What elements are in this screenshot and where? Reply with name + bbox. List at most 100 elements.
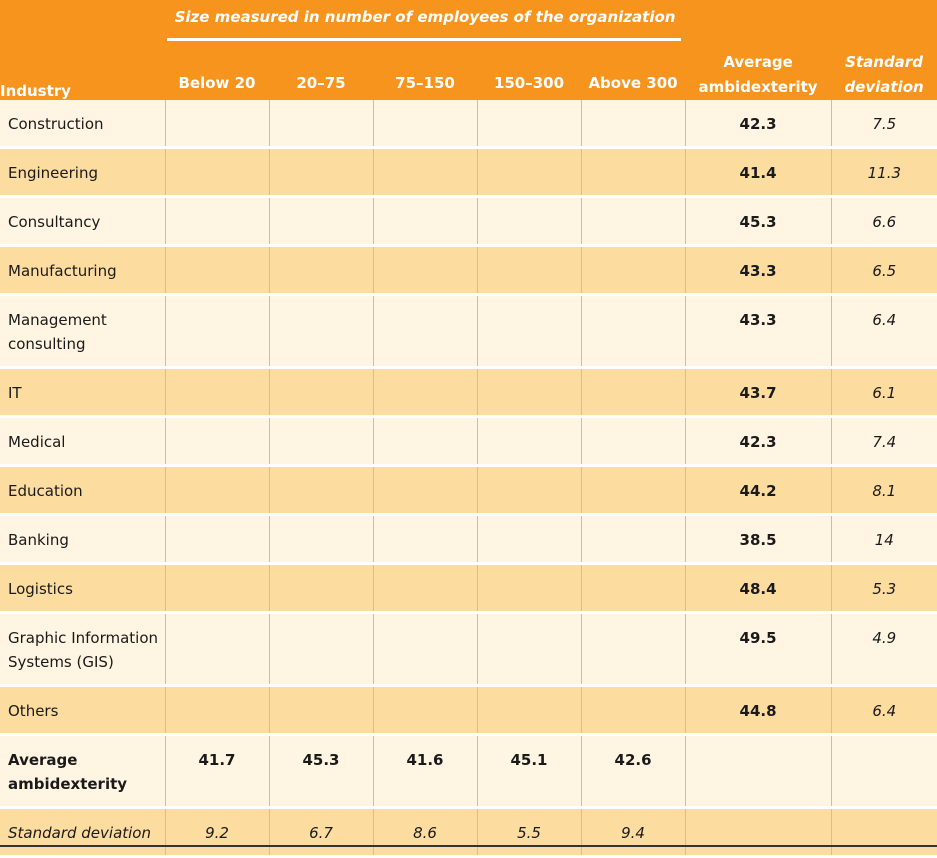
avg-cell: 49.5: [684, 612, 832, 686]
avg-cell: 42.3: [684, 100, 832, 148]
industry-header: Industry: [0, 0, 165, 100]
table-row: Consultancy 45.3 6.6: [0, 196, 937, 246]
avg-cell: 44.8: [684, 685, 832, 735]
empty-cell: [164, 612, 269, 686]
empty-cell: [268, 100, 373, 148]
empty-cell: [830, 807, 937, 857]
industry-cell: Construction: [0, 100, 165, 148]
table-row: Graphic Information Systems (GIS) 49.5 4…: [0, 612, 937, 686]
avg-cell: 44.2: [684, 465, 832, 515]
empty-cell: [476, 245, 581, 295]
industry-cell: IT: [0, 367, 165, 417]
sd-cell: 4.9: [830, 612, 937, 686]
empty-cell: [580, 514, 686, 564]
avg-header: Average ambidexterity: [685, 0, 832, 100]
empty-cell: [372, 685, 477, 735]
size-header-above-300: Above 300: [581, 42, 686, 100]
empty-cell: [372, 367, 477, 417]
empty-cell: [268, 465, 373, 515]
empty-cell: [164, 416, 269, 466]
empty-cell: [268, 196, 373, 246]
summary-sd-row: Standard deviation 9.2 6.7 8.6 5.5 9.4: [0, 807, 937, 857]
sd-cell: 6.6: [830, 196, 937, 246]
empty-cell: [476, 196, 581, 246]
empty-cell: [580, 563, 686, 613]
empty-cell: [580, 245, 686, 295]
industry-cell: Management consulting: [0, 294, 165, 368]
sd-header: Standard deviation: [831, 0, 937, 100]
empty-cell: [164, 367, 269, 417]
empty-cell: [164, 196, 269, 246]
empty-cell: [580, 294, 686, 368]
empty-cell: [164, 514, 269, 564]
industry-cell: Consultancy: [0, 196, 165, 246]
table-row: Medical 42.3 7.4: [0, 416, 937, 466]
empty-cell: [164, 100, 269, 148]
table-row: Engineering 41.4 11.3: [0, 147, 937, 197]
empty-cell: [372, 416, 477, 466]
empty-cell: [476, 514, 581, 564]
empty-cell: [476, 612, 581, 686]
empty-cell: [476, 563, 581, 613]
empty-cell: [580, 685, 686, 735]
empty-cell: [372, 245, 477, 295]
empty-cell: [268, 367, 373, 417]
table-row: IT 43.7 6.1: [0, 367, 937, 417]
empty-cell: [164, 147, 269, 197]
sd-cell: 5.3: [830, 563, 937, 613]
table-row: Logistics 48.4 5.3: [0, 563, 937, 613]
empty-cell: [476, 416, 581, 466]
industry-cell: Banking: [0, 514, 165, 564]
sd-cell: 6.1: [830, 367, 937, 417]
empty-cell: [476, 294, 581, 368]
sd-cell: 14: [830, 514, 937, 564]
summary-sd-value: 5.5: [476, 807, 581, 857]
empty-cell: [372, 465, 477, 515]
sd-cell: 11.3: [830, 147, 937, 197]
summary-sd-value: 9.2: [164, 807, 269, 857]
summary-avg-value: 41.6: [372, 734, 477, 808]
empty-cell: [476, 147, 581, 197]
empty-cell: [268, 245, 373, 295]
table-row: Banking 38.5 14: [0, 514, 937, 564]
size-group-header: Size measured in number of employees of …: [165, 0, 686, 42]
empty-cell: [164, 465, 269, 515]
table-row: Others 44.8 6.4: [0, 685, 937, 735]
industry-cell: Graphic Information Systems (GIS): [0, 612, 165, 686]
size-header-20-75: 20–75: [269, 42, 373, 100]
avg-cell: 45.3: [684, 196, 832, 246]
avg-cell: 43.7: [684, 367, 832, 417]
empty-cell: [268, 612, 373, 686]
avg-cell: 43.3: [684, 245, 832, 295]
summary-avg-value: 45.3: [268, 734, 373, 808]
empty-cell: [268, 294, 373, 368]
empty-cell: [476, 367, 581, 417]
empty-cell: [580, 416, 686, 466]
summary-sd-value: 8.6: [372, 807, 477, 857]
table-row: Management consulting 43.3 6.4: [0, 294, 937, 368]
empty-cell: [580, 100, 686, 148]
empty-cell: [830, 734, 937, 808]
empty-cell: [164, 245, 269, 295]
summary-sd-value: 6.7: [268, 807, 373, 857]
empty-cell: [372, 147, 477, 197]
sd-cell: 8.1: [830, 465, 937, 515]
sd-cell: 7.4: [830, 416, 937, 466]
summary-sd-label: Standard deviation: [0, 807, 165, 857]
empty-cell: [684, 807, 832, 857]
summary-avg-value: 45.1: [476, 734, 581, 808]
sd-cell: 6.5: [830, 245, 937, 295]
avg-cell: 42.3: [684, 416, 832, 466]
empty-cell: [476, 685, 581, 735]
empty-cell: [164, 294, 269, 368]
empty-cell: [684, 734, 832, 808]
empty-cell: [268, 514, 373, 564]
empty-cell: [580, 367, 686, 417]
empty-cell: [372, 563, 477, 613]
summary-avg-label: Average ambidexterity: [0, 734, 165, 808]
size-group-rule: [167, 38, 682, 41]
empty-cell: [580, 147, 686, 197]
table-bottom-rule: [0, 845, 937, 847]
empty-cell: [268, 416, 373, 466]
